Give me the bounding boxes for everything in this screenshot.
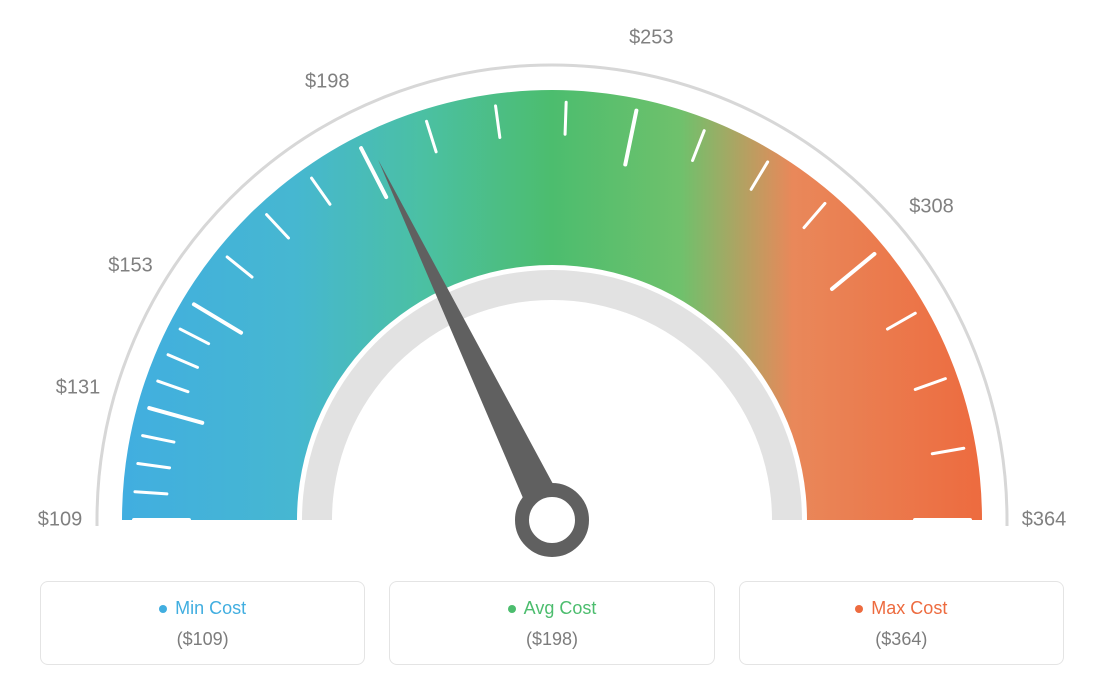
gauge-tick-label: $131: [56, 377, 101, 400]
legend-dot-max: [855, 605, 863, 613]
gauge-chart-container: $109 $131 $153 $198 $253 $308 $364 Min Cost ($…: [0, 0, 1104, 690]
gauge-svg: [0, 0, 1104, 560]
legend-box-avg: Avg Cost ($198): [389, 581, 714, 665]
gauge-tick-label: $109: [38, 509, 83, 532]
legend-dot-min: [159, 605, 167, 613]
legend-value-avg: ($198): [400, 629, 703, 650]
gauge-tick-label: $153: [108, 255, 153, 278]
legend-label-max: Max Cost: [855, 598, 947, 619]
gauge-tick-label: $308: [909, 195, 954, 218]
legend-label-min: Min Cost: [159, 598, 246, 619]
gauge-tick-label: $364: [1022, 509, 1067, 532]
gauge-area: $109 $131 $153 $198 $253 $308 $364: [0, 0, 1104, 560]
legend-dot-avg: [508, 605, 516, 613]
legend-value-min: ($109): [51, 629, 354, 650]
legend-text-max: Max Cost: [871, 598, 947, 619]
legend-value-max: ($364): [750, 629, 1053, 650]
legend-box-min: Min Cost ($109): [40, 581, 365, 665]
gauge-tick-label: $198: [305, 71, 350, 94]
legend-box-max: Max Cost ($364): [739, 581, 1064, 665]
gauge-tick-label: $253: [629, 27, 674, 50]
legend-row: Min Cost ($109) Avg Cost ($198) Max Cost…: [40, 581, 1064, 665]
legend-label-avg: Avg Cost: [508, 598, 597, 619]
legend-text-min: Min Cost: [175, 598, 246, 619]
legend-text-avg: Avg Cost: [524, 598, 597, 619]
